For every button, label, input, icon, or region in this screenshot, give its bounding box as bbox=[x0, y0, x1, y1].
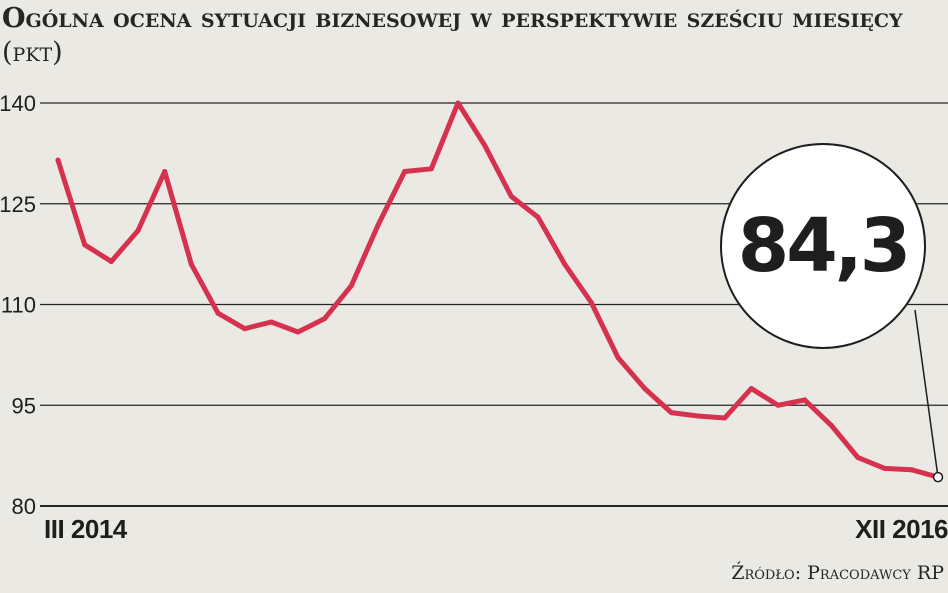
x-tick-label-end: XII 2016 bbox=[855, 514, 948, 544]
data-point bbox=[668, 410, 674, 416]
x-tick-label-start: III 2014 bbox=[44, 514, 127, 544]
data-point bbox=[562, 261, 568, 267]
latest-value-label: 84,3 bbox=[737, 203, 912, 289]
data-point bbox=[322, 316, 328, 322]
data-point bbox=[722, 415, 728, 421]
data-point bbox=[695, 413, 701, 419]
data-point bbox=[82, 242, 88, 248]
data-point bbox=[642, 385, 648, 391]
data-point bbox=[588, 299, 594, 305]
y-tick-label: 80 bbox=[12, 494, 36, 519]
chart-title: Ogólna ocena sytuacji biznesowej w persp… bbox=[2, 2, 946, 70]
series-line bbox=[55, 100, 941, 480]
data-point bbox=[535, 214, 541, 220]
chart-title-text: Ogólna ocena sytuacji biznesowej w persp… bbox=[2, 3, 903, 34]
data-point bbox=[615, 355, 621, 361]
y-tick-label: 140 bbox=[0, 91, 36, 116]
y-tick-labels: 80 95 110 125 140 bbox=[0, 91, 36, 519]
y-tick-label: 110 bbox=[1, 293, 36, 318]
data-point bbox=[828, 422, 834, 428]
data-point bbox=[802, 397, 808, 403]
data-point bbox=[268, 319, 274, 325]
latest-value-callout: 84,3 bbox=[720, 143, 926, 349]
data-point bbox=[882, 465, 888, 471]
data-point bbox=[402, 169, 408, 175]
data-point bbox=[508, 193, 514, 199]
data-point bbox=[908, 467, 914, 473]
data-point bbox=[482, 142, 488, 148]
data-point bbox=[162, 169, 168, 175]
data-point bbox=[295, 329, 301, 335]
data-point bbox=[215, 310, 221, 316]
data-point bbox=[748, 385, 754, 391]
data-point bbox=[428, 166, 434, 172]
source-note: Źródło: Pracodawcy RP bbox=[731, 562, 944, 584]
data-point bbox=[375, 222, 381, 228]
data-point bbox=[188, 261, 194, 267]
chart-title-unit: (pkt) bbox=[2, 37, 63, 68]
data-point bbox=[108, 259, 114, 265]
data-point bbox=[775, 402, 781, 408]
data-point bbox=[135, 228, 141, 234]
data-point bbox=[455, 100, 461, 106]
data-point bbox=[855, 455, 861, 461]
data-point bbox=[55, 157, 61, 163]
callout-leader-line bbox=[914, 309, 939, 478]
data-point bbox=[242, 326, 248, 332]
data-point bbox=[348, 283, 354, 289]
y-tick-label: 95 bbox=[12, 393, 36, 418]
last-point-marker bbox=[932, 471, 944, 483]
y-tick-label: 125 bbox=[0, 192, 36, 217]
